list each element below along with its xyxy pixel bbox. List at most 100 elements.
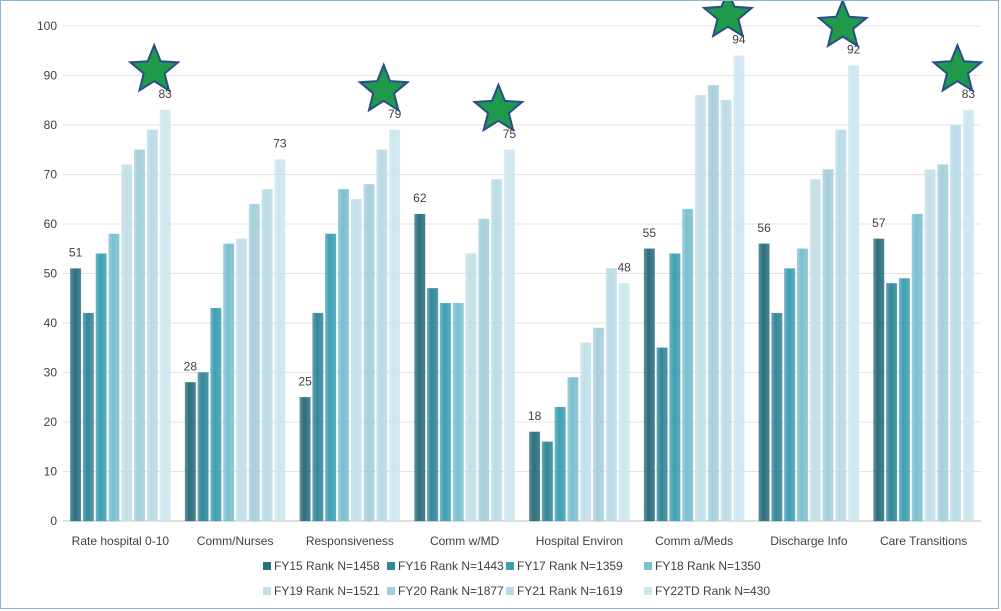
legend-label: FY15 Rank N=1458 [274, 559, 380, 573]
y-tick-label: 80 [44, 118, 58, 132]
category-label: Care Transitions [880, 534, 967, 548]
data-label: 73 [273, 137, 287, 151]
bar [82, 312, 94, 522]
bar [720, 99, 732, 522]
legend-label: FY17 Rank N=1359 [517, 559, 623, 573]
bar [911, 213, 923, 522]
bar [312, 312, 324, 522]
data-label: 62 [413, 191, 427, 205]
bar [822, 169, 834, 522]
legend-swatch [263, 562, 271, 570]
legend-swatch [387, 587, 395, 595]
bar [427, 288, 439, 522]
bar [529, 431, 541, 522]
category-label: Comm/Nurses [197, 534, 274, 548]
star-icon [931, 42, 984, 93]
bar [121, 164, 133, 522]
bar [197, 372, 209, 522]
data-label: 28 [184, 359, 198, 373]
y-tick-label: 40 [44, 316, 58, 330]
bar [235, 238, 248, 522]
bar [593, 327, 605, 522]
bar [618, 283, 630, 522]
bar [541, 441, 553, 522]
bar [184, 382, 196, 522]
legend-label: FY19 Rank N=1521 [274, 584, 380, 598]
bar [223, 243, 235, 522]
bar [363, 184, 375, 522]
bar [873, 238, 885, 522]
bar [669, 253, 681, 522]
data-label: 25 [298, 374, 312, 388]
x-axis-categories: Rate hospital 0-10 Comm/Nurses Responsiven… [72, 534, 968, 548]
bar [809, 179, 821, 522]
bar [656, 347, 668, 522]
stars [127, 1, 984, 133]
star-icon [127, 42, 181, 93]
bar [248, 203, 260, 522]
legend-label: FY21 Rank N=1619 [517, 584, 623, 598]
legend-swatch [644, 587, 652, 595]
bar [325, 233, 337, 522]
category-label: Hospital Environ [536, 534, 623, 548]
bar [707, 85, 719, 522]
data-label: 48 [617, 260, 631, 274]
legend-label: FY18 Rank N=1350 [655, 559, 761, 573]
bar [886, 283, 898, 522]
bar [771, 312, 783, 522]
legend-label: FY22TD Rank N=430 [655, 584, 770, 598]
bar [835, 129, 847, 522]
legend-swatch [644, 562, 652, 570]
data-label: 57 [872, 216, 886, 230]
bar [414, 213, 426, 522]
star-icon [357, 62, 411, 113]
y-tick-label: 60 [44, 217, 58, 231]
bar [554, 406, 566, 522]
data-label: 55 [643, 226, 657, 240]
y-tick-label: 100 [37, 19, 57, 33]
bar [210, 307, 222, 522]
data-label: 51 [69, 246, 83, 260]
legend: FY15 Rank N=1458 FY16 Rank N=1443 FY17 Ran… [263, 559, 770, 598]
bar [134, 149, 146, 522]
bar [465, 253, 477, 522]
bar [261, 189, 273, 522]
legend-swatch [387, 562, 395, 570]
category-label: Comm w/MD [430, 534, 500, 548]
bar [95, 253, 107, 522]
category-label: Rate hospital 0-10 [72, 534, 170, 548]
bar [567, 377, 579, 522]
y-tick-label: 20 [44, 415, 58, 429]
category-label: Responsiveness [306, 534, 394, 548]
bar [159, 109, 171, 522]
y-tick-label: 10 [44, 465, 58, 479]
bar [389, 129, 401, 522]
star-icon [816, 1, 870, 48]
bar [478, 218, 490, 522]
bar [376, 149, 388, 522]
y-axis-ticks: 0 10 20 30 40 50 60 70 80 90 100 [37, 19, 57, 528]
bar [491, 179, 503, 522]
bar [733, 55, 745, 522]
bar [350, 198, 362, 522]
bar [605, 268, 617, 522]
bar [439, 302, 451, 522]
bar [682, 208, 694, 522]
bar [580, 342, 592, 522]
legend-swatch [506, 562, 514, 570]
bar [796, 248, 809, 522]
y-tick-label: 70 [44, 168, 58, 182]
bars [70, 55, 974, 522]
y-tick-label: 30 [44, 366, 58, 380]
bar [274, 159, 286, 522]
bar [694, 95, 707, 522]
bar [962, 109, 974, 522]
bar [503, 149, 515, 522]
legend-swatch [263, 587, 271, 595]
legend-label: FY20 Rank N=1877 [398, 584, 504, 598]
star-icon [472, 82, 525, 133]
bar [108, 233, 120, 522]
bar [452, 302, 464, 522]
